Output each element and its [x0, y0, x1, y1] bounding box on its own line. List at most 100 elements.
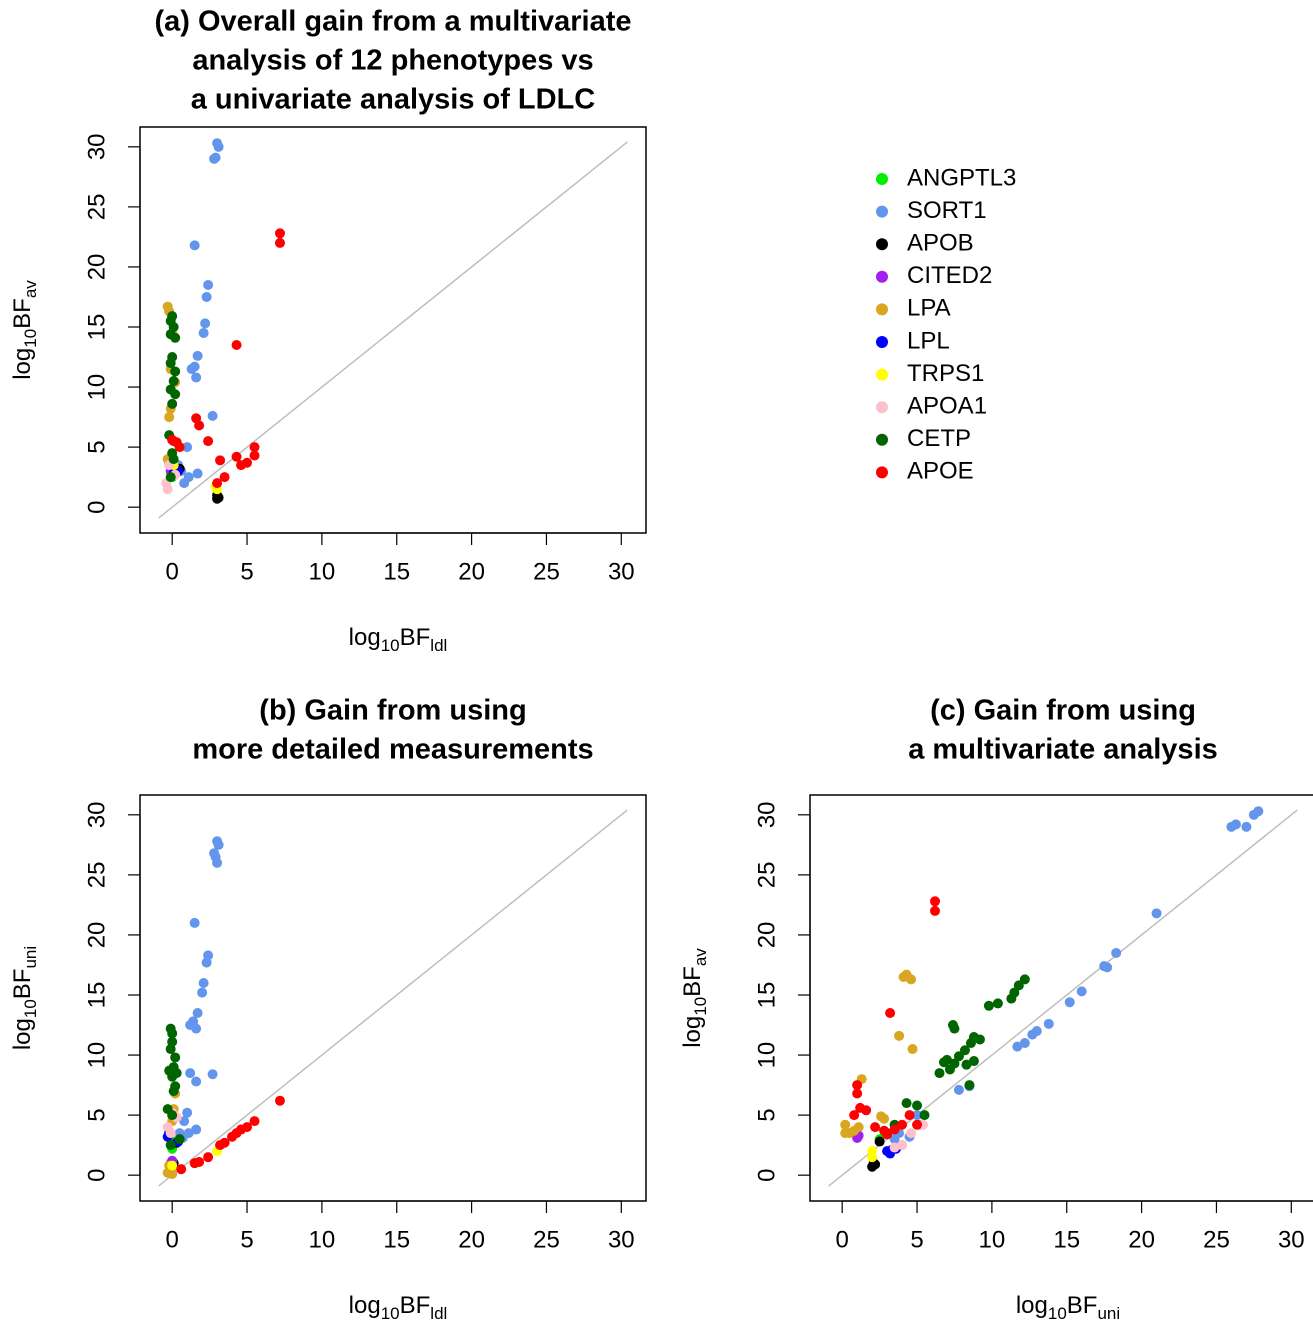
point [191, 1076, 202, 1087]
point [171, 1068, 182, 1079]
point [200, 318, 211, 329]
x-tick-label: 5 [910, 1226, 923, 1253]
point [203, 436, 214, 447]
point [949, 1023, 960, 1034]
point [897, 1140, 908, 1151]
point [207, 410, 218, 421]
point [189, 240, 200, 251]
point [212, 478, 223, 489]
point [889, 1124, 900, 1135]
point [974, 1034, 985, 1045]
point [209, 153, 220, 164]
point [930, 896, 941, 907]
point [953, 1051, 964, 1062]
x-tick-label: 25 [533, 1226, 560, 1253]
point [168, 1086, 179, 1097]
point [1151, 908, 1162, 919]
label-part: BF [679, 966, 706, 997]
point [912, 1100, 923, 1111]
x-tick-label: 30 [608, 1226, 635, 1253]
x-tick-label: 25 [1203, 1226, 1230, 1253]
point [1043, 1018, 1054, 1029]
legend-marker [876, 270, 888, 283]
point [209, 848, 220, 859]
x-tick-label: 30 [1278, 1226, 1305, 1253]
point [861, 1105, 872, 1116]
point [219, 1137, 230, 1148]
legend-label: CETP [907, 425, 971, 452]
point [197, 987, 208, 998]
point [874, 1136, 885, 1147]
label-part: ldl [430, 636, 447, 655]
x-axis-label: log10BFldl [349, 1292, 448, 1323]
label-part: 10 [21, 999, 40, 1018]
y-tick-label: 5 [83, 440, 110, 453]
chart-title: analysis of 12 phenotypes vs [192, 45, 593, 77]
point [852, 1080, 863, 1091]
point [1012, 1041, 1023, 1052]
point [897, 1119, 908, 1130]
point [194, 420, 205, 431]
point [840, 1119, 851, 1130]
label-part: BF [9, 969, 36, 1000]
y-tick-label: 30 [753, 801, 780, 828]
point [912, 1119, 923, 1130]
y-tick-label: 30 [83, 801, 110, 828]
point [249, 1116, 260, 1127]
point [879, 1125, 890, 1136]
legend-marker [876, 368, 888, 381]
point [167, 1110, 178, 1121]
label-part: log [9, 1018, 36, 1050]
point [1241, 821, 1252, 832]
point [170, 389, 181, 400]
chart-title: (c) Gain from using [930, 695, 1196, 727]
x-tick-label: 20 [1128, 1226, 1155, 1253]
point [930, 905, 941, 916]
x-tick-label: 0 [166, 558, 179, 585]
y-tick-label: 10 [83, 1042, 110, 1069]
plot-box [809, 794, 1313, 1202]
label-part: 10 [21, 329, 40, 348]
label-part: log [1016, 1292, 1048, 1319]
y-tick-label: 15 [753, 982, 780, 1009]
point [207, 1069, 218, 1080]
x-tick-label: 30 [608, 558, 635, 585]
point [174, 442, 185, 453]
point [1076, 986, 1087, 997]
diagonal [158, 809, 628, 1187]
legend-label: SORT1 [907, 197, 987, 224]
point [167, 1028, 178, 1039]
point [198, 328, 209, 339]
point [201, 957, 212, 968]
point [906, 1128, 917, 1139]
legend-marker [876, 466, 888, 479]
point [965, 1038, 976, 1049]
point [198, 977, 209, 988]
point [1006, 993, 1017, 1004]
point [186, 364, 197, 375]
point [167, 1160, 178, 1171]
point [249, 442, 260, 453]
point [840, 1128, 851, 1139]
point [182, 1107, 193, 1118]
point [1099, 961, 1110, 972]
point [203, 1152, 214, 1163]
point [201, 291, 212, 302]
point [212, 857, 223, 868]
point [876, 1111, 887, 1122]
y-tick-label: 5 [753, 1108, 780, 1121]
point [165, 472, 176, 483]
label-part: BF [9, 298, 36, 329]
y-tick-label: 25 [753, 862, 780, 889]
point [182, 442, 193, 453]
point [1013, 980, 1024, 991]
x-axis-label: log10BFldl [349, 624, 448, 655]
y-tick-label: 10 [753, 1042, 780, 1069]
x-tick-label: 10 [309, 558, 336, 585]
point [894, 1030, 905, 1041]
point [231, 451, 242, 462]
point [934, 1068, 945, 1079]
point [213, 141, 224, 152]
point [165, 1044, 176, 1055]
chart-title: more detailed measurements [192, 734, 593, 766]
